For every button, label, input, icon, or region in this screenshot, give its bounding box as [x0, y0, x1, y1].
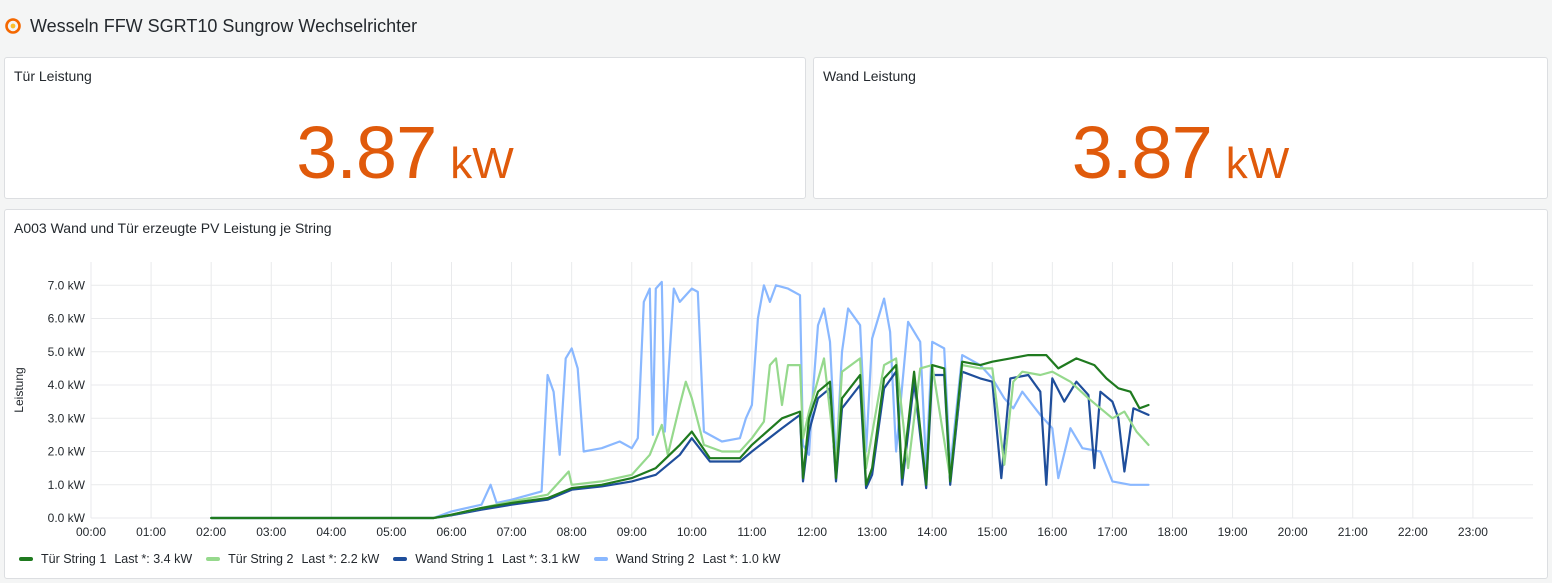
- x-tick-label: 23:00: [1458, 525, 1488, 539]
- stat-panel-tuer-leistung[interactable]: Tür Leistung 3.87 kW: [4, 57, 806, 199]
- dashboard-header: Wesseln FFW SGRT10 Sungrow Wechselrichte…: [0, 0, 1552, 54]
- timeseries-chart[interactable]: 00:00 01:00 02:00 03:00 04:00 05:00 06:00 07:00…: [5, 210, 1547, 546]
- x-tick-label: 19:00: [1218, 525, 1248, 539]
- panel-title[interactable]: Wand Leistung: [823, 68, 916, 84]
- x-tick-label: 08:00: [557, 525, 587, 539]
- series-line: [210, 280, 1150, 520]
- chart-legend: Tür String 1 Last *: 3.4 kW Tür String 2 La…: [19, 552, 794, 566]
- x-tick-label: 01:00: [136, 525, 166, 539]
- x-tick-label: 22:00: [1398, 525, 1428, 539]
- dashboard-title[interactable]: Wesseln FFW SGRT10 Sungrow Wechselrichte…: [30, 16, 418, 36]
- legend-series-name: Wand String 2: [615, 552, 695, 566]
- x-tick-label: 14:00: [917, 525, 947, 539]
- legend-series-name: Wand String 1: [415, 552, 494, 566]
- legend-last-value: Last *: 3.4 kW: [114, 552, 193, 566]
- legend-last-value: Last *: 1.0 kW: [702, 552, 781, 566]
- x-tick-label: 06:00: [436, 525, 466, 539]
- x-tick-label: 00:00: [76, 525, 106, 539]
- x-tick-label: 17:00: [1097, 525, 1127, 539]
- stat-value: 3.87 kW: [814, 110, 1547, 195]
- legend-series-name: Tür String 1: [41, 552, 107, 566]
- stat-unit: kW: [1225, 139, 1290, 188]
- y-tick-label: 0.0 kW: [48, 511, 86, 525]
- legend-swatch: [206, 557, 221, 561]
- y-tick-label: 5.0 kW: [48, 345, 86, 359]
- grafana-logo-icon[interactable]: [4, 17, 22, 35]
- x-tick-label: 05:00: [376, 525, 406, 539]
- legend-item[interactable]: Wand String 2 Last *: 1.0 kW: [593, 552, 781, 566]
- timeseries-panel[interactable]: A003 Wand und Tür erzeugte PV Leistung j…: [4, 209, 1548, 579]
- x-tick-label: 13:00: [857, 525, 887, 539]
- series-line: [210, 370, 1150, 520]
- y-tick-label: 4.0 kW: [48, 378, 86, 392]
- y-tick-label: 3.0 kW: [48, 411, 86, 425]
- x-tick-label: 07:00: [497, 525, 527, 539]
- legend-item[interactable]: Tür String 1 Last *: 3.4 kW: [19, 552, 192, 566]
- legend-last-value: Last *: 3.1 kW: [502, 552, 580, 566]
- x-tick-label: 15:00: [977, 525, 1007, 539]
- legend-item[interactable]: Tür String 2 Last *: 2.2 kW: [206, 552, 379, 566]
- y-tick-label: 1.0 kW: [48, 478, 86, 492]
- stat-number: 3.87: [296, 111, 437, 194]
- panel-title[interactable]: A003 Wand und Tür erzeugte PV Leistung j…: [14, 220, 332, 236]
- x-tick-label: 12:00: [797, 525, 827, 539]
- legend-item[interactable]: Wand String 1 Last *: 3.1 kW: [393, 552, 580, 566]
- x-tick-label: 04:00: [316, 525, 346, 539]
- y-tick-label: 6.0 kW: [48, 312, 86, 326]
- legend-swatch: [393, 557, 408, 561]
- x-tick-label: 18:00: [1157, 525, 1187, 539]
- legend-swatch: [19, 557, 33, 561]
- legend-last-value: Last *: 2.2 kW: [301, 552, 380, 566]
- panel-title[interactable]: Tür Leistung: [14, 68, 92, 84]
- legend-series-name: Tür String 2: [228, 552, 294, 566]
- x-tick-label: 20:00: [1278, 525, 1308, 539]
- series-line: [210, 354, 1150, 520]
- x-tick-label: 10:00: [677, 525, 707, 539]
- x-tick-label: 11:00: [737, 525, 766, 539]
- x-tick-label: 09:00: [617, 525, 647, 539]
- x-tick-label: 02:00: [196, 525, 226, 539]
- x-tick-label: 03:00: [256, 525, 286, 539]
- stat-number: 3.87: [1071, 111, 1213, 194]
- y-tick-label: 7.0 kW: [48, 278, 86, 292]
- y-axis-label: Leistung: [12, 367, 26, 412]
- stat-value: 3.87 kW: [5, 110, 805, 195]
- stat-unit: kW: [450, 139, 514, 188]
- stat-panel-wand-leistung[interactable]: Wand Leistung 3.87 kW: [813, 57, 1548, 199]
- x-tick-label: 21:00: [1338, 525, 1368, 539]
- legend-swatch: [593, 557, 608, 561]
- series-line: [210, 357, 1150, 520]
- x-tick-label: 16:00: [1037, 525, 1067, 539]
- y-tick-label: 2.0 kW: [48, 445, 86, 459]
